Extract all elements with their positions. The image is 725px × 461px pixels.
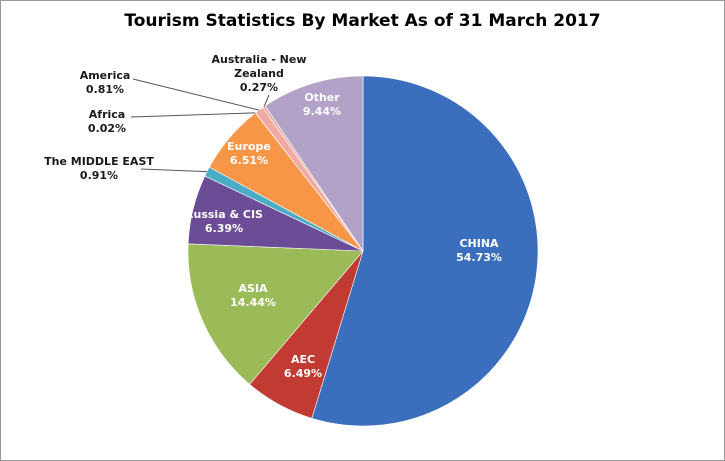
leader-line bbox=[130, 112, 256, 118]
slice-value: 6.49% bbox=[283, 367, 323, 380]
slice-value: 9.44% bbox=[302, 105, 342, 118]
slice-value: 0.02% bbox=[87, 122, 127, 135]
slice-value: 6.51% bbox=[229, 154, 269, 167]
slice-value: 0.27% bbox=[239, 81, 279, 94]
slice-label: The MIDDLE EAST 0.91% bbox=[44, 155, 154, 183]
slice-label: Australia - New Zealand 0.27% bbox=[209, 53, 309, 95]
slice-name: The MIDDLE EAST bbox=[44, 155, 154, 168]
slice-label: Africa 0.02% bbox=[88, 108, 126, 136]
slice-name: Other bbox=[304, 91, 340, 104]
slice-value: 0.81% bbox=[85, 83, 125, 96]
slice-name: Australia - New Zealand bbox=[211, 53, 307, 80]
leader-line bbox=[132, 78, 260, 111]
slice-label: ASIA 14.44% bbox=[230, 282, 276, 310]
slice-name: CHINA bbox=[459, 237, 499, 250]
slice-name: Europe bbox=[227, 140, 271, 153]
slice-label: Europe 6.51% bbox=[227, 140, 271, 168]
slice-label: CHINA 54.73% bbox=[456, 237, 502, 265]
pie-slice bbox=[187, 243, 364, 385]
slice-name: Russia & CIS bbox=[185, 208, 263, 221]
pie-slice bbox=[311, 75, 539, 427]
slice-value: 0.91% bbox=[79, 169, 119, 182]
slice-value: 54.73% bbox=[456, 251, 502, 264]
slice-value: 14.44% bbox=[230, 296, 276, 309]
slice-label: Other 9.44% bbox=[303, 91, 341, 119]
slice-name: ASIA bbox=[238, 282, 268, 295]
slice-value: 6.39% bbox=[204, 222, 244, 235]
slice-label: America 0.81% bbox=[80, 69, 131, 97]
slice-label: Russia & CIS 6.39% bbox=[185, 208, 263, 236]
chart-title: Tourism Statistics By Market As of 31 Ma… bbox=[124, 11, 601, 31]
slice-name: America bbox=[79, 69, 131, 82]
leader-line bbox=[263, 94, 270, 107]
slice-name: AEC bbox=[290, 353, 316, 366]
leader-line bbox=[140, 168, 208, 173]
pie-slice bbox=[264, 75, 364, 252]
slice-label: AEC 6.49% bbox=[284, 353, 322, 381]
slice-name: Africa bbox=[88, 108, 126, 121]
